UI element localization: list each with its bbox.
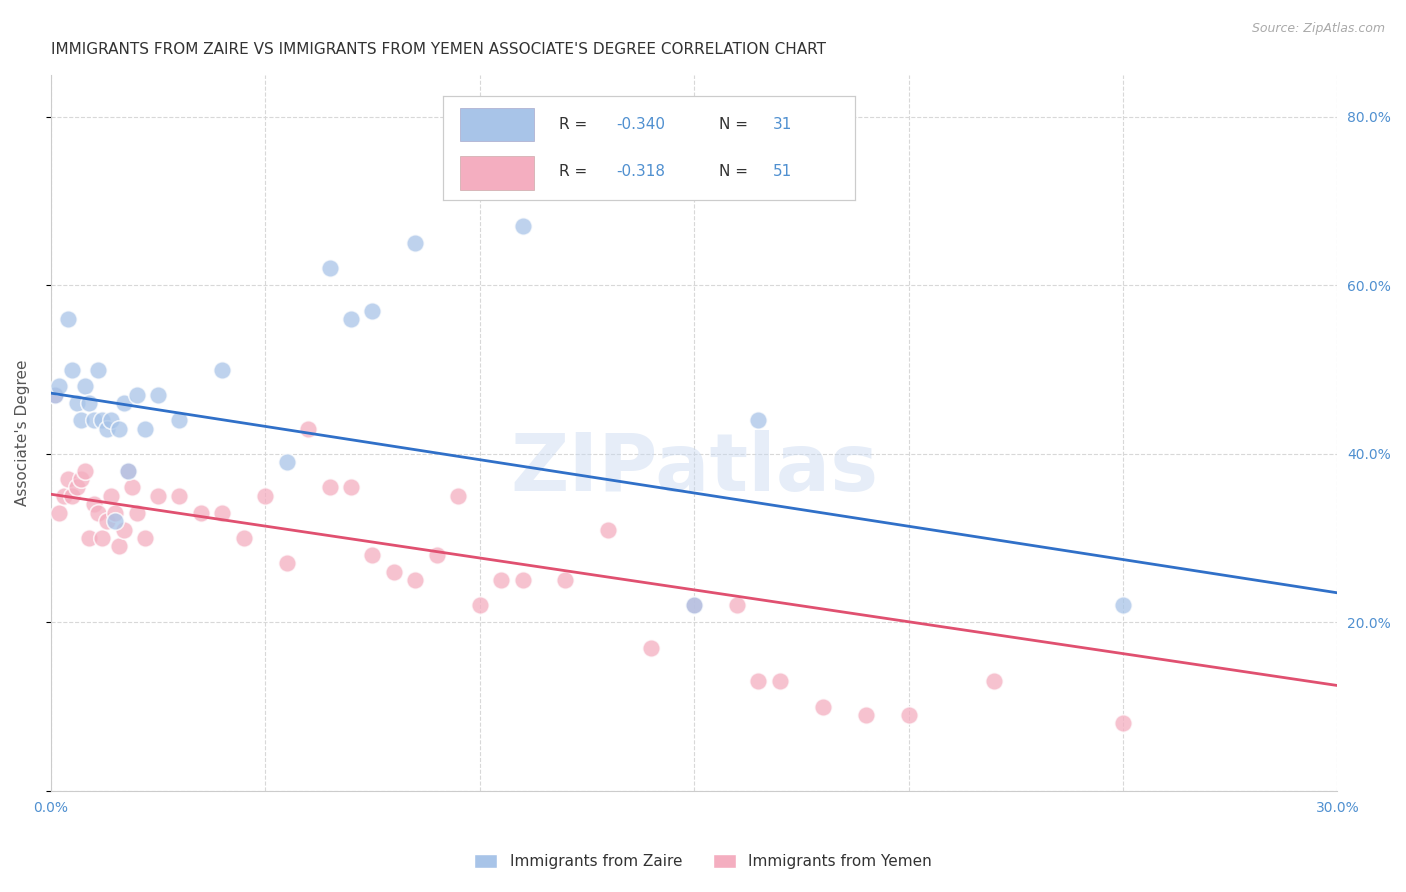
Text: Source: ZipAtlas.com: Source: ZipAtlas.com <box>1251 22 1385 36</box>
Point <box>489 573 512 587</box>
Point <box>426 548 449 562</box>
Point <box>112 396 135 410</box>
Point <box>125 506 148 520</box>
Point <box>747 674 769 689</box>
Point <box>79 396 101 410</box>
Point <box>56 312 79 326</box>
Point <box>104 514 127 528</box>
Point <box>60 489 83 503</box>
Point <box>134 531 156 545</box>
Point <box>211 506 233 520</box>
Point <box>769 674 792 689</box>
Point <box>211 362 233 376</box>
Point <box>554 573 576 587</box>
Point <box>56 472 79 486</box>
Point <box>747 413 769 427</box>
Point <box>125 388 148 402</box>
Point <box>100 489 122 503</box>
Point <box>117 464 139 478</box>
Point <box>48 379 70 393</box>
Point <box>404 236 426 251</box>
Point <box>404 573 426 587</box>
Point <box>117 464 139 478</box>
Y-axis label: Associate's Degree: Associate's Degree <box>15 359 30 506</box>
Point <box>169 413 191 427</box>
Point <box>169 489 191 503</box>
Point <box>725 599 748 613</box>
Point <box>855 708 877 723</box>
Point <box>91 531 114 545</box>
Point <box>468 599 491 613</box>
Point <box>79 531 101 545</box>
Point <box>232 531 254 545</box>
Point <box>96 514 118 528</box>
Point <box>276 557 298 571</box>
Point <box>52 489 75 503</box>
Point <box>276 455 298 469</box>
Point <box>65 481 87 495</box>
Point <box>44 388 66 402</box>
Point <box>190 506 212 520</box>
Point <box>382 565 405 579</box>
Point <box>340 481 363 495</box>
Point <box>87 362 110 376</box>
Point <box>146 388 169 402</box>
Text: ZIPatlas: ZIPatlas <box>510 430 879 508</box>
Point <box>297 421 319 435</box>
Point <box>60 362 83 376</box>
Point <box>361 303 384 318</box>
Point <box>683 599 706 613</box>
Point <box>75 379 97 393</box>
Point <box>108 540 131 554</box>
Point <box>70 413 93 427</box>
Point <box>104 506 127 520</box>
Point <box>811 699 834 714</box>
Legend: Immigrants from Zaire, Immigrants from Yemen: Immigrants from Zaire, Immigrants from Y… <box>468 848 938 875</box>
Point <box>44 388 66 402</box>
Point <box>318 481 340 495</box>
Point <box>512 219 534 234</box>
Text: IMMIGRANTS FROM ZAIRE VS IMMIGRANTS FROM YEMEN ASSOCIATE'S DEGREE CORRELATION CH: IMMIGRANTS FROM ZAIRE VS IMMIGRANTS FROM… <box>51 42 825 57</box>
Point <box>640 640 662 655</box>
Point <box>83 497 105 511</box>
Point <box>65 396 87 410</box>
Point <box>134 421 156 435</box>
Point <box>683 599 706 613</box>
Point <box>340 312 363 326</box>
Point <box>983 674 1005 689</box>
Point <box>91 413 114 427</box>
Point <box>100 413 122 427</box>
Point <box>112 523 135 537</box>
Point <box>108 421 131 435</box>
Point <box>254 489 277 503</box>
Point <box>87 506 110 520</box>
Point <box>96 421 118 435</box>
Point <box>318 261 340 276</box>
Point <box>1112 599 1135 613</box>
Point <box>447 489 470 503</box>
Point <box>83 413 105 427</box>
Point <box>361 548 384 562</box>
Point <box>512 573 534 587</box>
Point <box>48 506 70 520</box>
Point <box>146 489 169 503</box>
Point <box>1112 716 1135 731</box>
Point <box>70 472 93 486</box>
Point <box>598 523 620 537</box>
Point <box>75 464 97 478</box>
Point <box>121 481 143 495</box>
Point <box>897 708 920 723</box>
